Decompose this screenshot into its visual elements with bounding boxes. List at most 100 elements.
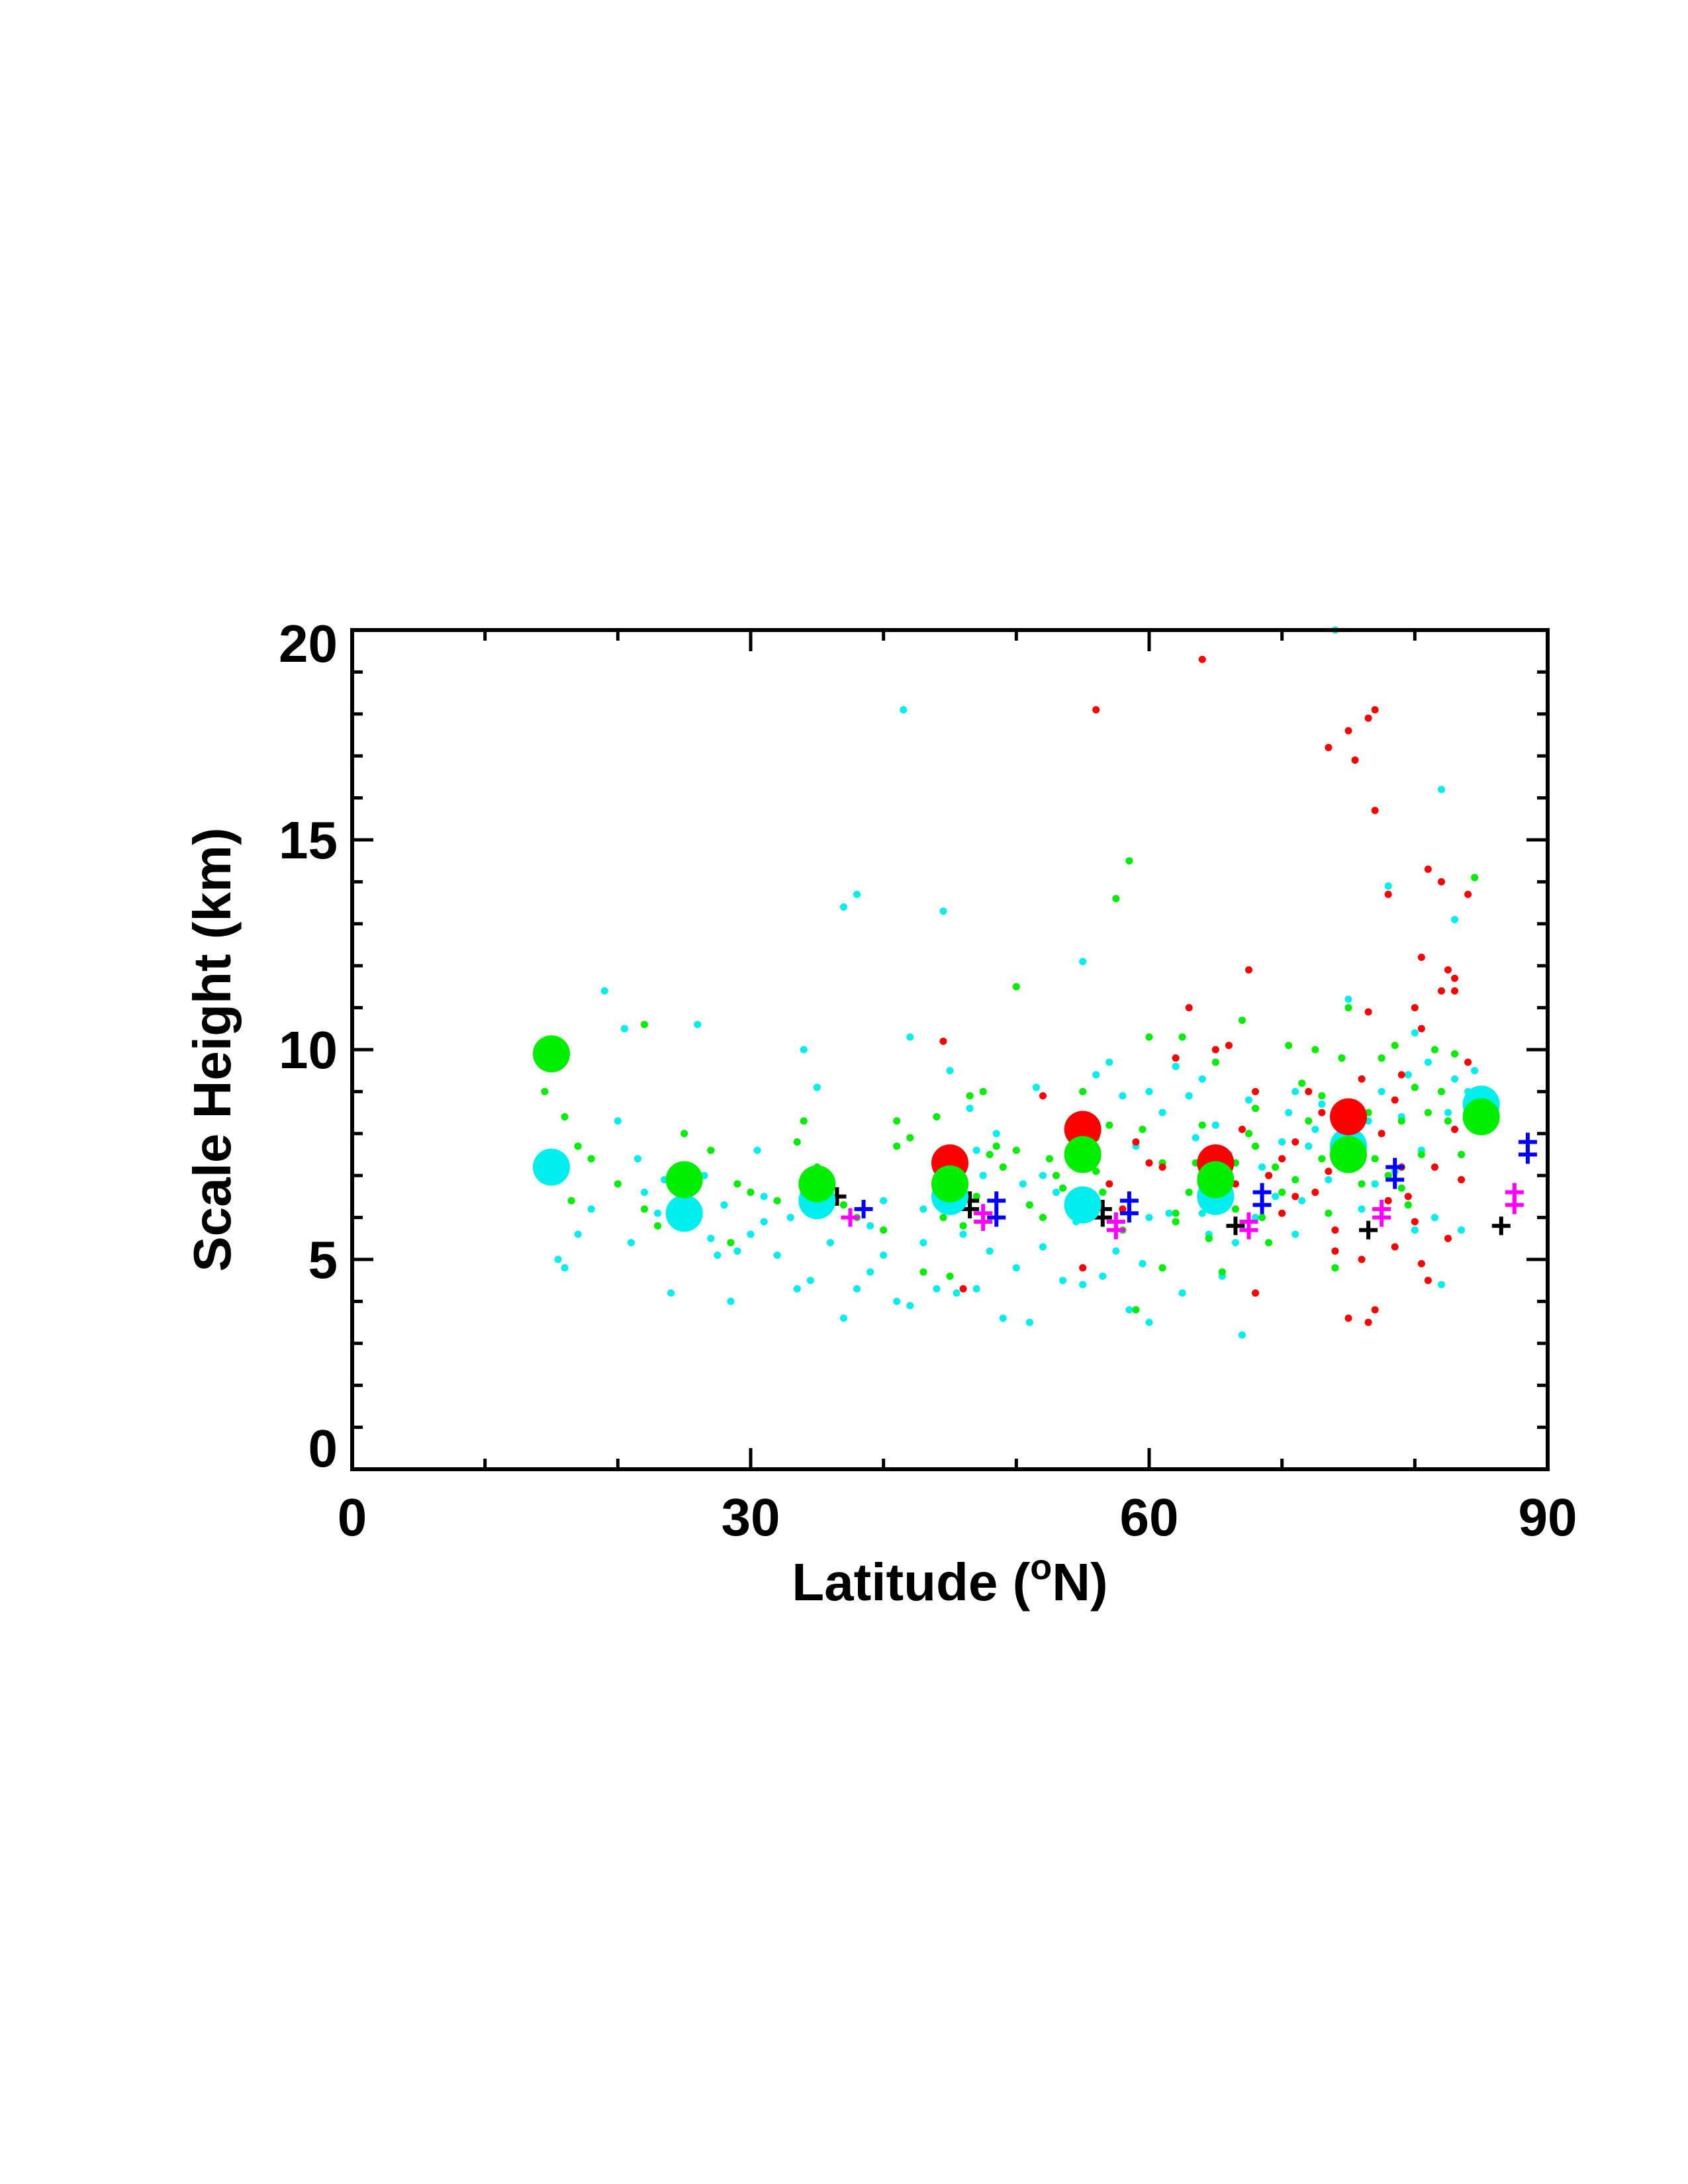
scatter-point-green bbox=[1025, 1201, 1033, 1209]
cross-marker-blue bbox=[1385, 1170, 1405, 1189]
cross-marker-black bbox=[1226, 1216, 1245, 1236]
cross-marker-blue bbox=[854, 1199, 873, 1218]
scatter-point-red bbox=[939, 1037, 947, 1045]
scatter-point-red bbox=[1278, 1155, 1286, 1163]
scatter-point-red bbox=[1417, 954, 1425, 962]
x-tick-label: 0 bbox=[338, 1488, 367, 1547]
scatter-point-cyan bbox=[1305, 1142, 1313, 1150]
scatter-point-cyan bbox=[753, 1146, 761, 1154]
scatter-point-cyan bbox=[620, 1024, 628, 1032]
scatter-point-cyan bbox=[714, 1251, 722, 1259]
scatter-point-red bbox=[1424, 1277, 1432, 1285]
scatter-point-green bbox=[1298, 1079, 1306, 1087]
scatter-point-cyan bbox=[1318, 1100, 1326, 1108]
scatter-point-cyan bbox=[853, 890, 861, 898]
scatter-point-green bbox=[999, 1163, 1007, 1171]
scatter-point-cyan bbox=[1298, 1197, 1306, 1205]
scatter-point-cyan bbox=[1437, 1281, 1445, 1289]
scatter-point-cyan bbox=[747, 1230, 755, 1238]
scatter-point-cyan bbox=[694, 1021, 702, 1028]
scatter-point-cyan bbox=[1424, 1058, 1432, 1066]
scatter-point-cyan bbox=[893, 1297, 901, 1305]
scatter-point-green bbox=[1046, 1155, 1053, 1163]
scatter-point-cyan bbox=[1019, 1180, 1027, 1188]
scatter-point-green bbox=[939, 1214, 947, 1222]
plot-frame bbox=[350, 628, 1550, 1471]
scatter-point-green bbox=[1411, 1083, 1419, 1091]
scatter-point-green bbox=[1012, 1146, 1020, 1154]
mean-marker-green bbox=[665, 1161, 703, 1199]
scatter-point-green bbox=[1059, 1184, 1067, 1192]
scatter-point-red bbox=[1331, 1226, 1339, 1234]
scatter-point-red bbox=[1225, 1042, 1233, 1050]
scatter-point-cyan bbox=[627, 1239, 635, 1247]
scatter-point-cyan bbox=[939, 907, 947, 915]
scatter-point-red bbox=[1364, 1008, 1372, 1016]
scatter-point-cyan bbox=[1099, 1272, 1107, 1280]
scatter-point-cyan bbox=[1105, 1058, 1113, 1066]
scatter-point-cyan bbox=[667, 1289, 675, 1297]
cross-marker-magenta bbox=[1239, 1220, 1258, 1240]
scatter-point-green bbox=[1125, 857, 1133, 865]
scatter-point-red bbox=[1437, 878, 1445, 886]
scatter-point-cyan bbox=[1145, 1087, 1153, 1095]
plot-points bbox=[533, 626, 1537, 1339]
scatter-point-green bbox=[680, 1130, 688, 1138]
scatter-point-green bbox=[1451, 1050, 1459, 1058]
scatter-point-green bbox=[1272, 1163, 1280, 1171]
scatter-point-red bbox=[1291, 1193, 1299, 1201]
mean-marker-cyan bbox=[533, 1148, 570, 1186]
scatter-point-cyan bbox=[554, 1255, 562, 1263]
scatter-point-cyan bbox=[727, 1297, 735, 1305]
scatter-point-green bbox=[1437, 1087, 1445, 1095]
scatter-point-green bbox=[933, 1113, 941, 1120]
scatter-point-red bbox=[1397, 1071, 1405, 1079]
scatter-point-green bbox=[1417, 1151, 1425, 1158]
scatter-point-cyan bbox=[933, 1285, 941, 1293]
scatter-point-red bbox=[1119, 1205, 1127, 1213]
scatter-point-red bbox=[1391, 1243, 1399, 1251]
scatter-point-red bbox=[1384, 1197, 1392, 1205]
scatter-point-green bbox=[1238, 1017, 1246, 1024]
scatter-point-red bbox=[1464, 1058, 1472, 1066]
scatter-point-green bbox=[1305, 1117, 1313, 1125]
scatter-point-cyan bbox=[1112, 1247, 1120, 1255]
scatter-point-red bbox=[1079, 1264, 1087, 1272]
scatter-point-cyan bbox=[1444, 1109, 1452, 1116]
scatter-point-green bbox=[1218, 1268, 1226, 1276]
scatter-point-green bbox=[747, 1189, 755, 1197]
axis-tick-labels: 0 30 60 90 0 5 10 15 20 bbox=[279, 614, 1577, 1547]
scatter-point-green bbox=[567, 1197, 575, 1205]
mean-marker-red bbox=[1330, 1098, 1367, 1136]
scatter-point-red bbox=[1411, 1218, 1419, 1226]
scatter-point-cyan bbox=[1411, 1029, 1419, 1037]
mean-marker-green bbox=[1462, 1098, 1500, 1136]
scatter-point-red bbox=[1158, 1163, 1166, 1171]
scatter-point-green bbox=[561, 1113, 569, 1120]
y-tick-label: 15 bbox=[279, 811, 338, 870]
scatter-point-cyan bbox=[773, 1251, 781, 1259]
scatter-point-cyan bbox=[1245, 1096, 1252, 1104]
scatter-point-cyan bbox=[906, 1033, 914, 1041]
scatter-point-red bbox=[1364, 1318, 1372, 1326]
scatter-point-red bbox=[1278, 1209, 1286, 1217]
scatter-point-cyan bbox=[640, 1189, 648, 1197]
scatter-point-cyan bbox=[1285, 1109, 1293, 1116]
scatter-point-cyan bbox=[1272, 1193, 1280, 1201]
scatter-point-green bbox=[946, 1272, 954, 1280]
x-tick-label: 30 bbox=[722, 1488, 780, 1547]
scatter-point-green bbox=[1397, 1184, 1405, 1192]
scatter-point-cyan bbox=[654, 1209, 662, 1217]
scatter-point-green bbox=[1471, 874, 1479, 882]
scatter-point-cyan bbox=[800, 1046, 808, 1054]
scatter-point-red bbox=[1364, 714, 1372, 722]
scatter-point-cyan bbox=[760, 1218, 768, 1226]
scatter-point-green bbox=[1172, 1209, 1180, 1217]
scatter-point-red bbox=[1132, 1138, 1140, 1146]
scatter-point-red bbox=[1211, 1046, 1219, 1054]
cross-marker-magenta bbox=[1106, 1220, 1125, 1240]
scatter-point-cyan bbox=[1344, 995, 1352, 1003]
scatter-point-cyan bbox=[1291, 1230, 1299, 1238]
scatter-point-green bbox=[1318, 1092, 1326, 1100]
cross-marker-blue bbox=[1119, 1204, 1139, 1223]
